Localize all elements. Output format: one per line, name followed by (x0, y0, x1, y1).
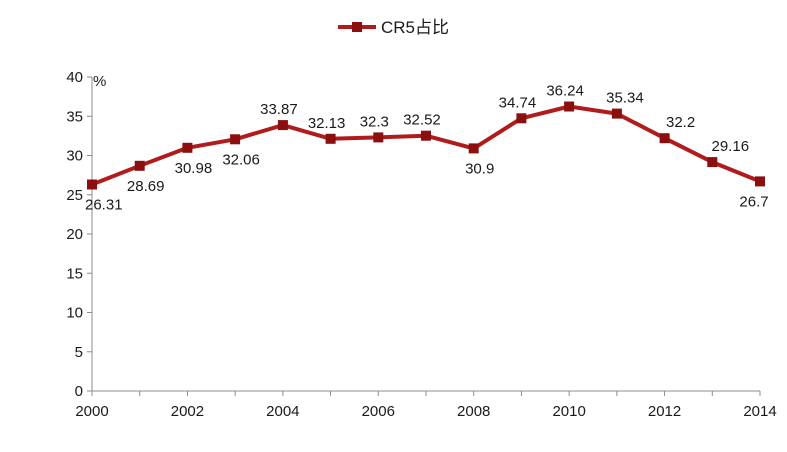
x-tick-label: 2006 (362, 403, 395, 420)
data-point-marker (277, 120, 288, 131)
series-cr5 (87, 101, 765, 190)
data-label: 34.74 (499, 94, 537, 111)
y-tick-label: 30 (66, 148, 83, 165)
y-tick-label: 15 (66, 265, 83, 282)
y-tick-label: 35 (66, 108, 83, 125)
y-tick-label: 10 (66, 305, 83, 322)
data-label: 30.98 (175, 160, 213, 177)
data-label: 30.9 (465, 160, 494, 177)
data-point-marker (373, 132, 384, 143)
x-tick-label: 2004 (266, 403, 299, 420)
data-label: 32.52 (403, 112, 441, 129)
data-label: 26.31 (85, 197, 123, 214)
y-tick-label: 40 (66, 69, 83, 86)
data-point-marker (230, 134, 241, 145)
x-tick-label: 2012 (648, 403, 681, 420)
y-axis-ticks: 0 5 10 15 20 25 30 35 40 (66, 69, 92, 400)
y-tick-label: 20 (66, 226, 83, 243)
y-tick-label: 0 (75, 383, 83, 400)
x-tick-label: 2010 (552, 403, 585, 420)
data-label: 32.3 (360, 113, 389, 130)
data-point-marker (87, 179, 97, 190)
data-point-marker (421, 130, 431, 141)
data-label: 36.24 (546, 83, 584, 100)
legend: CR5占比 (338, 18, 449, 37)
legend-marker-swatch (352, 22, 362, 32)
x-tick-label: 2002 (171, 403, 204, 420)
data-label: 28.69 (127, 178, 165, 195)
legend-label: CR5占比 (381, 18, 449, 37)
data-point-marker (134, 160, 145, 171)
data-label: 32.2 (666, 114, 695, 131)
data-label: 29.16 (712, 138, 750, 155)
data-label: 33.87 (260, 101, 298, 118)
y-axis-unit-label: % (93, 73, 106, 90)
y-tick-label: 25 (66, 187, 83, 204)
data-label: 35.34 (606, 90, 644, 107)
data-label: 32.13 (308, 115, 346, 132)
data-point-marker (516, 113, 527, 124)
data-point-marker (325, 133, 336, 144)
data-label: 32.06 (222, 151, 260, 168)
x-tick-label: 2014 (743, 403, 776, 420)
data-label: 26.7 (739, 193, 768, 210)
data-point-marker (611, 108, 622, 119)
x-tick-label: 2008 (457, 403, 490, 420)
data-point-marker (564, 101, 575, 112)
data-point-marker (182, 142, 193, 153)
data-point-marker (659, 133, 670, 144)
x-axis-ticks: 2000 2002 2004 2006 2008 2010 2012 2014 (75, 391, 777, 420)
data-point-marker (468, 143, 479, 154)
x-tick-label: 2000 (75, 403, 108, 420)
data-point-marker (755, 176, 765, 187)
y-tick-label: 5 (75, 344, 83, 361)
data-point-marker (707, 157, 718, 168)
